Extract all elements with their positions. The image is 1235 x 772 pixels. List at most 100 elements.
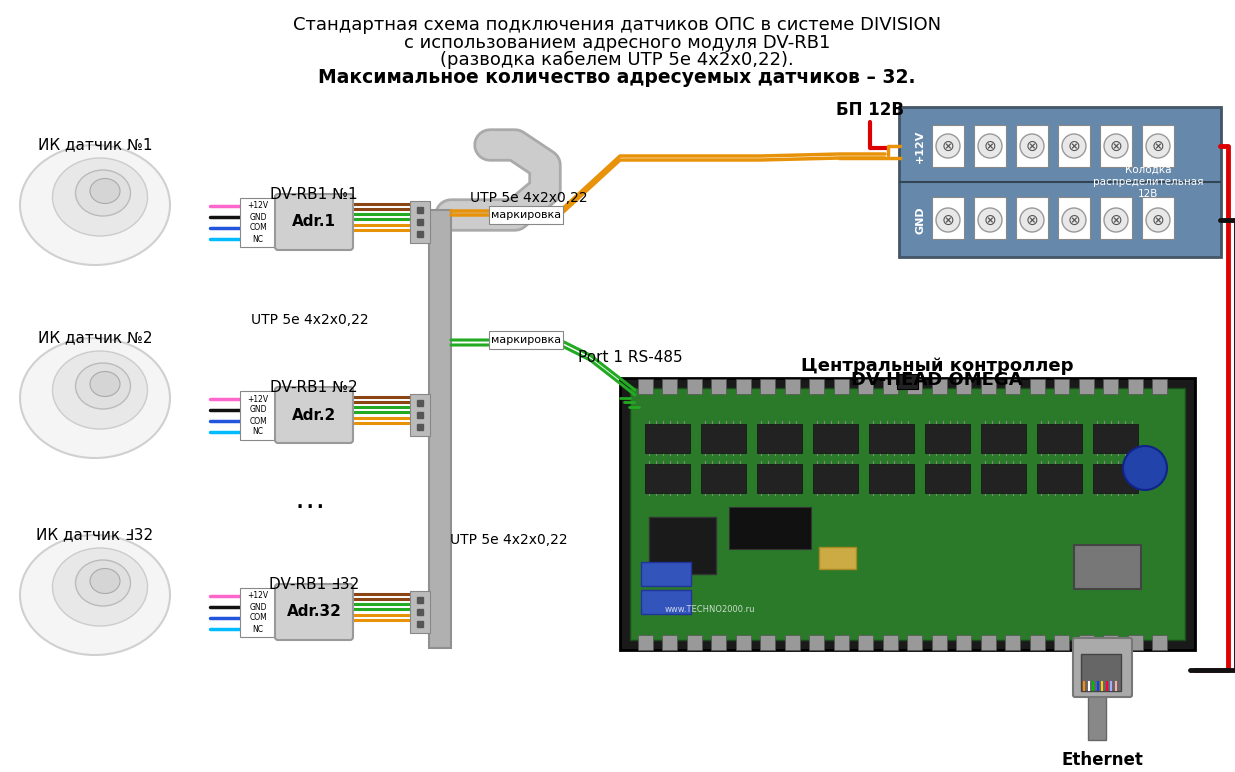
Text: ⊗: ⊗ bbox=[1025, 212, 1039, 228]
FancyBboxPatch shape bbox=[1103, 378, 1118, 394]
Text: Adr.32: Adr.32 bbox=[287, 604, 341, 619]
FancyBboxPatch shape bbox=[1078, 378, 1093, 394]
Text: ⊗: ⊗ bbox=[941, 212, 955, 228]
FancyBboxPatch shape bbox=[981, 463, 1025, 493]
FancyBboxPatch shape bbox=[1030, 635, 1045, 649]
Text: COM: COM bbox=[249, 224, 267, 232]
FancyBboxPatch shape bbox=[932, 125, 965, 167]
Text: ⊗: ⊗ bbox=[983, 138, 997, 154]
Text: +12V: +12V bbox=[915, 130, 925, 163]
FancyBboxPatch shape bbox=[868, 463, 914, 493]
Text: DV-RB1 Ⅎ32: DV-RB1 Ⅎ32 bbox=[269, 577, 359, 592]
Ellipse shape bbox=[20, 535, 170, 655]
FancyBboxPatch shape bbox=[645, 424, 689, 452]
FancyBboxPatch shape bbox=[760, 378, 774, 394]
FancyBboxPatch shape bbox=[1093, 424, 1137, 452]
FancyBboxPatch shape bbox=[240, 391, 277, 439]
FancyBboxPatch shape bbox=[981, 378, 995, 394]
Text: Колодка
распределительная
12В: Колодка распределительная 12В bbox=[1093, 164, 1203, 199]
Text: +12V: +12V bbox=[247, 591, 268, 601]
FancyBboxPatch shape bbox=[637, 378, 652, 394]
Text: NC: NC bbox=[252, 428, 263, 436]
Circle shape bbox=[936, 208, 960, 232]
Text: ⊗: ⊗ bbox=[941, 138, 955, 154]
Circle shape bbox=[1123, 446, 1167, 490]
Circle shape bbox=[1020, 134, 1044, 158]
FancyBboxPatch shape bbox=[429, 210, 451, 648]
FancyBboxPatch shape bbox=[974, 125, 1007, 167]
Text: GND: GND bbox=[249, 602, 267, 611]
FancyBboxPatch shape bbox=[1151, 378, 1167, 394]
FancyBboxPatch shape bbox=[1058, 197, 1091, 239]
FancyBboxPatch shape bbox=[1016, 197, 1049, 239]
Ellipse shape bbox=[75, 560, 131, 606]
FancyBboxPatch shape bbox=[1053, 378, 1068, 394]
Text: UTP 5e 4x2x0,22: UTP 5e 4x2x0,22 bbox=[251, 313, 369, 327]
FancyBboxPatch shape bbox=[410, 201, 430, 243]
FancyBboxPatch shape bbox=[897, 374, 918, 388]
FancyBboxPatch shape bbox=[1103, 635, 1118, 649]
Text: Adr.1: Adr.1 bbox=[291, 215, 336, 229]
Text: ИК датчик №2: ИК датчик №2 bbox=[38, 330, 152, 345]
Text: Ethernet: Ethernet bbox=[1061, 751, 1142, 769]
Text: БП 12В: БП 12В bbox=[836, 101, 904, 119]
FancyBboxPatch shape bbox=[1128, 378, 1142, 394]
FancyBboxPatch shape bbox=[883, 635, 898, 649]
FancyBboxPatch shape bbox=[489, 206, 563, 224]
Text: ⊗: ⊗ bbox=[1025, 138, 1039, 154]
FancyBboxPatch shape bbox=[925, 424, 969, 452]
FancyBboxPatch shape bbox=[1004, 378, 1020, 394]
FancyBboxPatch shape bbox=[1100, 197, 1132, 239]
FancyBboxPatch shape bbox=[932, 197, 965, 239]
FancyBboxPatch shape bbox=[784, 378, 799, 394]
Ellipse shape bbox=[90, 178, 120, 204]
Ellipse shape bbox=[75, 170, 131, 216]
FancyBboxPatch shape bbox=[956, 635, 971, 649]
FancyBboxPatch shape bbox=[857, 635, 872, 649]
FancyBboxPatch shape bbox=[868, 424, 914, 452]
FancyBboxPatch shape bbox=[710, 635, 725, 649]
FancyBboxPatch shape bbox=[700, 424, 746, 452]
Text: COM: COM bbox=[249, 417, 267, 425]
FancyBboxPatch shape bbox=[784, 635, 799, 649]
FancyBboxPatch shape bbox=[275, 194, 353, 250]
FancyBboxPatch shape bbox=[1058, 125, 1091, 167]
FancyBboxPatch shape bbox=[1004, 635, 1020, 649]
Ellipse shape bbox=[75, 363, 131, 409]
Circle shape bbox=[1104, 208, 1128, 232]
Text: UTP 5e 4x2x0,22: UTP 5e 4x2x0,22 bbox=[471, 191, 588, 205]
FancyBboxPatch shape bbox=[834, 635, 848, 649]
Text: Adr.2: Adr.2 bbox=[291, 408, 336, 422]
Text: ⋯: ⋯ bbox=[295, 493, 325, 523]
Text: ⊗: ⊗ bbox=[1109, 212, 1123, 228]
Circle shape bbox=[1104, 134, 1128, 158]
FancyBboxPatch shape bbox=[813, 463, 857, 493]
FancyBboxPatch shape bbox=[700, 463, 746, 493]
FancyBboxPatch shape bbox=[757, 424, 802, 452]
FancyBboxPatch shape bbox=[1030, 378, 1045, 394]
FancyBboxPatch shape bbox=[906, 635, 921, 649]
FancyBboxPatch shape bbox=[834, 378, 848, 394]
Text: UTP 5e 4x2x0,22: UTP 5e 4x2x0,22 bbox=[450, 533, 568, 547]
FancyBboxPatch shape bbox=[240, 587, 277, 636]
FancyBboxPatch shape bbox=[410, 591, 430, 633]
FancyBboxPatch shape bbox=[1088, 695, 1107, 740]
Ellipse shape bbox=[90, 371, 120, 397]
Text: DV-RB1 №1: DV-RB1 №1 bbox=[270, 187, 358, 202]
FancyBboxPatch shape bbox=[1053, 635, 1068, 649]
Text: маркировка: маркировка bbox=[492, 335, 561, 345]
FancyBboxPatch shape bbox=[1036, 463, 1082, 493]
Circle shape bbox=[1062, 208, 1086, 232]
Circle shape bbox=[978, 134, 1002, 158]
FancyBboxPatch shape bbox=[662, 378, 677, 394]
Ellipse shape bbox=[53, 158, 147, 236]
Circle shape bbox=[936, 134, 960, 158]
Circle shape bbox=[1062, 134, 1086, 158]
FancyBboxPatch shape bbox=[620, 378, 1195, 650]
FancyBboxPatch shape bbox=[760, 635, 774, 649]
Text: маркировка: маркировка bbox=[492, 210, 561, 220]
Text: DV-HEAD OMEGA: DV-HEAD OMEGA bbox=[851, 371, 1023, 389]
Text: NC: NC bbox=[252, 235, 263, 243]
FancyBboxPatch shape bbox=[819, 547, 856, 569]
Text: ИК датчик Ⅎ32: ИК датчик Ⅎ32 bbox=[37, 527, 153, 542]
